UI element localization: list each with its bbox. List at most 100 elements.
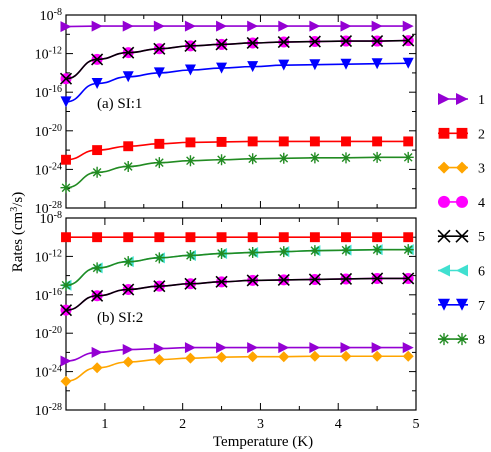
y-tick-exponent: -12: [49, 248, 62, 259]
series-5-point: [91, 289, 104, 302]
legend-item-7: 7: [438, 298, 485, 314]
series-5-point: [246, 36, 259, 50]
series-3-point: [216, 351, 228, 363]
legend-item-4: 4: [438, 195, 485, 211]
series-8-point: [60, 182, 72, 194]
series-4-line: [65, 277, 409, 311]
series-5-point: [59, 304, 73, 317]
legend-marker: [437, 229, 451, 243]
series-7-point: [60, 96, 72, 108]
series-8-point: [122, 161, 134, 173]
series-2-point: [372, 232, 383, 243]
series-1-point: [340, 20, 352, 32]
series-2-point: [309, 232, 320, 243]
series-1-point: [371, 342, 383, 354]
y-tick-base: 10: [35, 250, 49, 265]
legend-item-1: 1: [438, 93, 485, 108]
series-7-point: [91, 78, 103, 90]
legend-item-5: 5: [437, 229, 485, 245]
series-8-point: [402, 151, 414, 163]
series-1-point: [216, 20, 228, 32]
series-2-point: [403, 136, 414, 147]
series-8-point: [122, 256, 134, 268]
series-4: [60, 35, 414, 85]
series-7-point: [122, 71, 134, 83]
panel-2-label: (b) SI:2: [97, 310, 143, 326]
series-1-point: [153, 20, 165, 32]
series-8-point: [309, 245, 321, 257]
series-5-point: [59, 72, 73, 85]
y-tick-label: 10-8: [40, 7, 62, 25]
legend-marker: [455, 229, 469, 243]
series-3-point: [309, 350, 321, 362]
series-2-point: [247, 136, 258, 147]
series-8-point: [60, 279, 72, 291]
series-1: [60, 342, 414, 367]
y-tick-label: 10-20: [35, 122, 62, 140]
series-3-line: [65, 355, 409, 382]
legend-label: 6: [478, 265, 485, 280]
series-5-point: [184, 39, 197, 52]
legend-marker: [438, 298, 450, 311]
series-8-point: [309, 152, 321, 164]
legend-item-8: 8: [438, 333, 485, 348]
legend-marker: [456, 127, 468, 139]
series-8-point: [184, 155, 196, 167]
y-tick-label: 10-24: [35, 363, 62, 381]
series-5-point: [246, 274, 259, 287]
series-1-point: [278, 342, 290, 354]
y-tick-label: 10-8: [40, 210, 62, 228]
series-7: [60, 57, 414, 108]
series-2-point: [154, 232, 165, 243]
series-3-point: [278, 351, 290, 363]
y-tick-base: 10: [40, 212, 54, 227]
series-1-point: [184, 342, 196, 354]
y-tick-label: 10-28: [35, 402, 62, 420]
series-1: [60, 20, 414, 33]
series-7-point: [216, 62, 228, 74]
y-tick-base: 10: [35, 125, 49, 140]
y-tick-exponent: -16: [49, 84, 62, 95]
series-2-point: [92, 232, 103, 243]
series-1-point: [371, 20, 383, 32]
series-5-point: [277, 273, 290, 286]
series-1-point: [122, 344, 134, 356]
legend-marker: [456, 264, 468, 277]
y-tick-exponent: -24: [49, 363, 62, 374]
y-tick-label: 10-24: [35, 161, 62, 179]
series-5-line: [65, 277, 409, 311]
series-8-point: [216, 154, 228, 166]
series-8-point: [402, 244, 414, 256]
series-1-point: [309, 342, 321, 354]
series-5-point: [308, 273, 321, 286]
series-8-point: [91, 262, 103, 274]
y-axis-label: Rates (cm3/s): [9, 192, 27, 272]
y-tick-label: 10-16: [35, 286, 62, 304]
legend-item-6: 6: [438, 264, 485, 280]
series-3-point: [184, 352, 196, 364]
series-2-point: [403, 232, 414, 243]
series-7-point: [371, 58, 383, 70]
y-axis-label-tail: /s): [10, 192, 26, 207]
series-2-point: [372, 136, 383, 147]
series-1-line: [65, 346, 409, 362]
series-5-point: [371, 272, 384, 285]
series-8-point: [247, 247, 259, 259]
y-tick-exponent: -8: [54, 210, 62, 221]
series-1-point: [60, 21, 72, 33]
legend-marker: [456, 93, 468, 105]
series-5-point: [371, 34, 384, 48]
series-7-point: [153, 67, 165, 79]
series-2-point: [216, 232, 227, 243]
series-1-point: [122, 20, 134, 32]
series-8-point: [340, 152, 352, 164]
legend-label: 1: [478, 93, 485, 108]
y-tick-base: 10: [40, 9, 54, 24]
series-5-point: [308, 35, 321, 48]
y-tick-base: 10: [35, 366, 49, 381]
legend-marker: [456, 298, 468, 311]
y-tick-label: 10-12: [35, 45, 62, 63]
legend-marker: [456, 161, 468, 174]
series-1-point: [91, 346, 103, 358]
